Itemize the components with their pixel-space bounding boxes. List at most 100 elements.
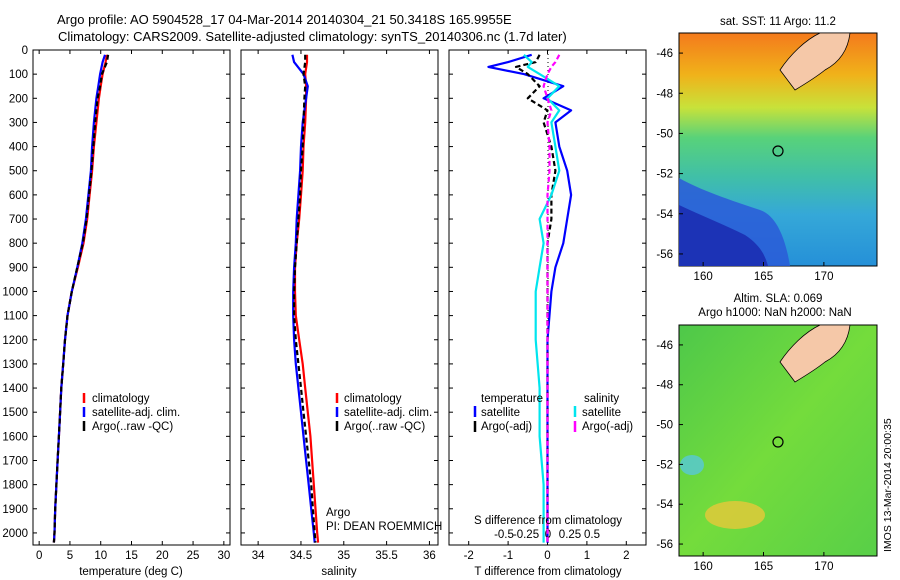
x-tick-label: 34.5	[290, 550, 312, 562]
depth-tick-label: 1200	[2, 335, 28, 347]
legend-label-satellite: satellite-adj. clim.	[92, 407, 180, 419]
legend-label-argo: Argo(..raw -QC)	[344, 421, 425, 433]
legend-label-temp-argo: Argo(-adj)	[481, 421, 532, 433]
salinity-profiles	[291, 54, 320, 543]
x-tick-label: -2	[464, 550, 474, 562]
sst-map	[678, 32, 878, 267]
series-line-argo-raw-qc-	[52, 54, 110, 543]
legend-label-temp-satellite: satellite	[481, 407, 520, 419]
sst-map-axes: -46 -48 -50 -52 -54 -56 160 165 170	[656, 48, 833, 283]
x-tick-label: 0	[544, 550, 550, 562]
map-x-tick-label: 160	[694, 271, 713, 283]
x-tick-label: 34	[252, 550, 265, 562]
map-y-tick-label: -56	[656, 539, 673, 551]
legend-label-argo: Argo(..raw -QC)	[92, 421, 173, 433]
legend-title-temperature: temperature	[481, 393, 543, 405]
x-tick-label: 35.5	[375, 550, 397, 562]
x-tick-label: 35	[337, 550, 350, 562]
legend-label-climatology: climatology	[92, 393, 150, 405]
depth-tick-label: 300	[9, 117, 28, 129]
depth-tick-label: 500	[9, 166, 28, 178]
x-tick-label: 1	[584, 550, 590, 562]
depth-tick-label: 1600	[2, 431, 28, 443]
depth-axis: 0 100 200 300 400 500 600 700 800 900 1000 1100 1200…	[2, 45, 646, 540]
depth-tick-label: 700	[9, 214, 28, 226]
depth-tick-label: 1900	[2, 504, 28, 516]
x-tick-label: 36	[423, 550, 436, 562]
series-line-argo-raw-qc-	[293, 54, 317, 543]
temperature-x-axis: 0 5 10 15 20 25 30	[36, 50, 230, 562]
salinity-legend: climatology satellite-adj. clim. Argo(..…	[335, 393, 432, 433]
imos-timestamp-label: IMOS 13-Mar-2014 20:00:35	[882, 418, 894, 552]
map-x-tick-label: 170	[814, 271, 833, 283]
legend-label-climatology: climatology	[344, 393, 402, 405]
temperature-legend: climatology satellite-adj. clim. Argo(..…	[82, 393, 180, 433]
temperature-plot-frame	[32, 49, 231, 546]
difference-xlabel: T difference from climatology	[474, 566, 621, 578]
figure-title-line1: Argo profile: AO 5904528_17 04-Mar-2014 …	[57, 12, 512, 27]
difference-x-axis: -2 -1 0 1 2	[464, 50, 630, 562]
depth-tick-label: 1000	[2, 286, 28, 298]
sst-land	[779, 32, 851, 91]
map-y-tick-label: -54	[656, 209, 673, 221]
map-y-tick-label: -50	[656, 420, 673, 432]
salinity-plot-frame	[240, 49, 439, 546]
legend-label-sal-argo: Argo(-adj)	[582, 421, 633, 433]
depth-tick-label: 600	[9, 190, 28, 202]
map-y-tick-label: -54	[656, 499, 673, 511]
depth-tick-label: 0	[22, 45, 28, 57]
legend-label-satellite: satellite-adj. clim.	[344, 407, 432, 419]
depth-tick-label: 1300	[2, 359, 28, 371]
map-y-tick-label: -46	[656, 340, 673, 352]
map-y-tick-label: -46	[656, 48, 673, 60]
top-tick-label: -0.25	[513, 529, 539, 541]
sla-map-axes: -46 -48 -50 -52 -54 -56 160 165 170	[656, 340, 833, 573]
salinity-x-axis: 34 34.5 35 35.5 36	[252, 50, 436, 562]
depth-tick-label: 1800	[2, 480, 28, 492]
legend-title-salinity: salinity	[584, 393, 619, 405]
x-tick-label: -1	[503, 550, 513, 562]
depth-tick-label: 900	[9, 262, 28, 274]
x-tick-label: 15	[125, 550, 138, 562]
depth-tick-label: 1100	[3, 311, 28, 323]
sst-dark-region	[679, 205, 768, 266]
map-y-tick-label: -50	[656, 128, 673, 140]
map-y-tick-label: -48	[656, 88, 673, 100]
top-tick-label: 0.5	[584, 529, 600, 541]
sla-map-title-line1: Altim. SLA: 0.069	[734, 293, 823, 305]
depth-tick-label: 1500	[2, 407, 28, 419]
argo-position-marker	[772, 436, 784, 448]
map-y-tick-label: -52	[656, 169, 673, 181]
x-tick-label: 20	[156, 550, 169, 562]
pi-label: PI: DEAN ROEMMICH	[326, 521, 442, 533]
x-tick-label: 25	[187, 550, 200, 562]
sla-land	[779, 324, 851, 383]
sla-map-title-line2: Argo h1000: NaN h2000: NaN	[698, 307, 851, 319]
figure-title-line2: Climatology: CARS2009. Satellite-adjuste…	[58, 29, 567, 44]
x-tick-label: 5	[67, 550, 73, 562]
x-tick-label: 0	[36, 550, 42, 562]
sla-low-anomaly	[680, 455, 704, 475]
temperature-profiles	[52, 54, 110, 543]
difference-top-label: S difference from climatology	[474, 515, 622, 527]
depth-tick-label: 1400	[2, 383, 28, 395]
map-x-tick-label: 160	[694, 561, 713, 573]
depth-tick-label: 1700	[2, 455, 28, 467]
x-tick-label: 10	[94, 550, 107, 562]
argo-position-marker	[772, 145, 784, 157]
depth-tick-label: 200	[9, 93, 28, 105]
argo-label: Argo	[326, 507, 350, 519]
difference-legend: temperature salinity satellite Argo(-adj…	[473, 393, 633, 433]
x-tick-label: 2	[623, 550, 629, 562]
map-x-tick-label: 165	[754, 271, 773, 283]
sst-map-title: sat. SST: 11 Argo: 11.2	[720, 16, 836, 28]
depth-tick-label: 800	[9, 238, 28, 250]
depth-tick-label: 100	[9, 69, 28, 81]
depth-tick-label: 2000	[2, 528, 28, 540]
depth-tick-label: 400	[9, 142, 28, 154]
map-y-tick-label: -56	[656, 249, 673, 261]
map-y-tick-label: -52	[656, 459, 673, 471]
top-tick-label: -0.5	[494, 529, 514, 541]
series-line-salinity-argo-adj-	[542, 54, 561, 543]
